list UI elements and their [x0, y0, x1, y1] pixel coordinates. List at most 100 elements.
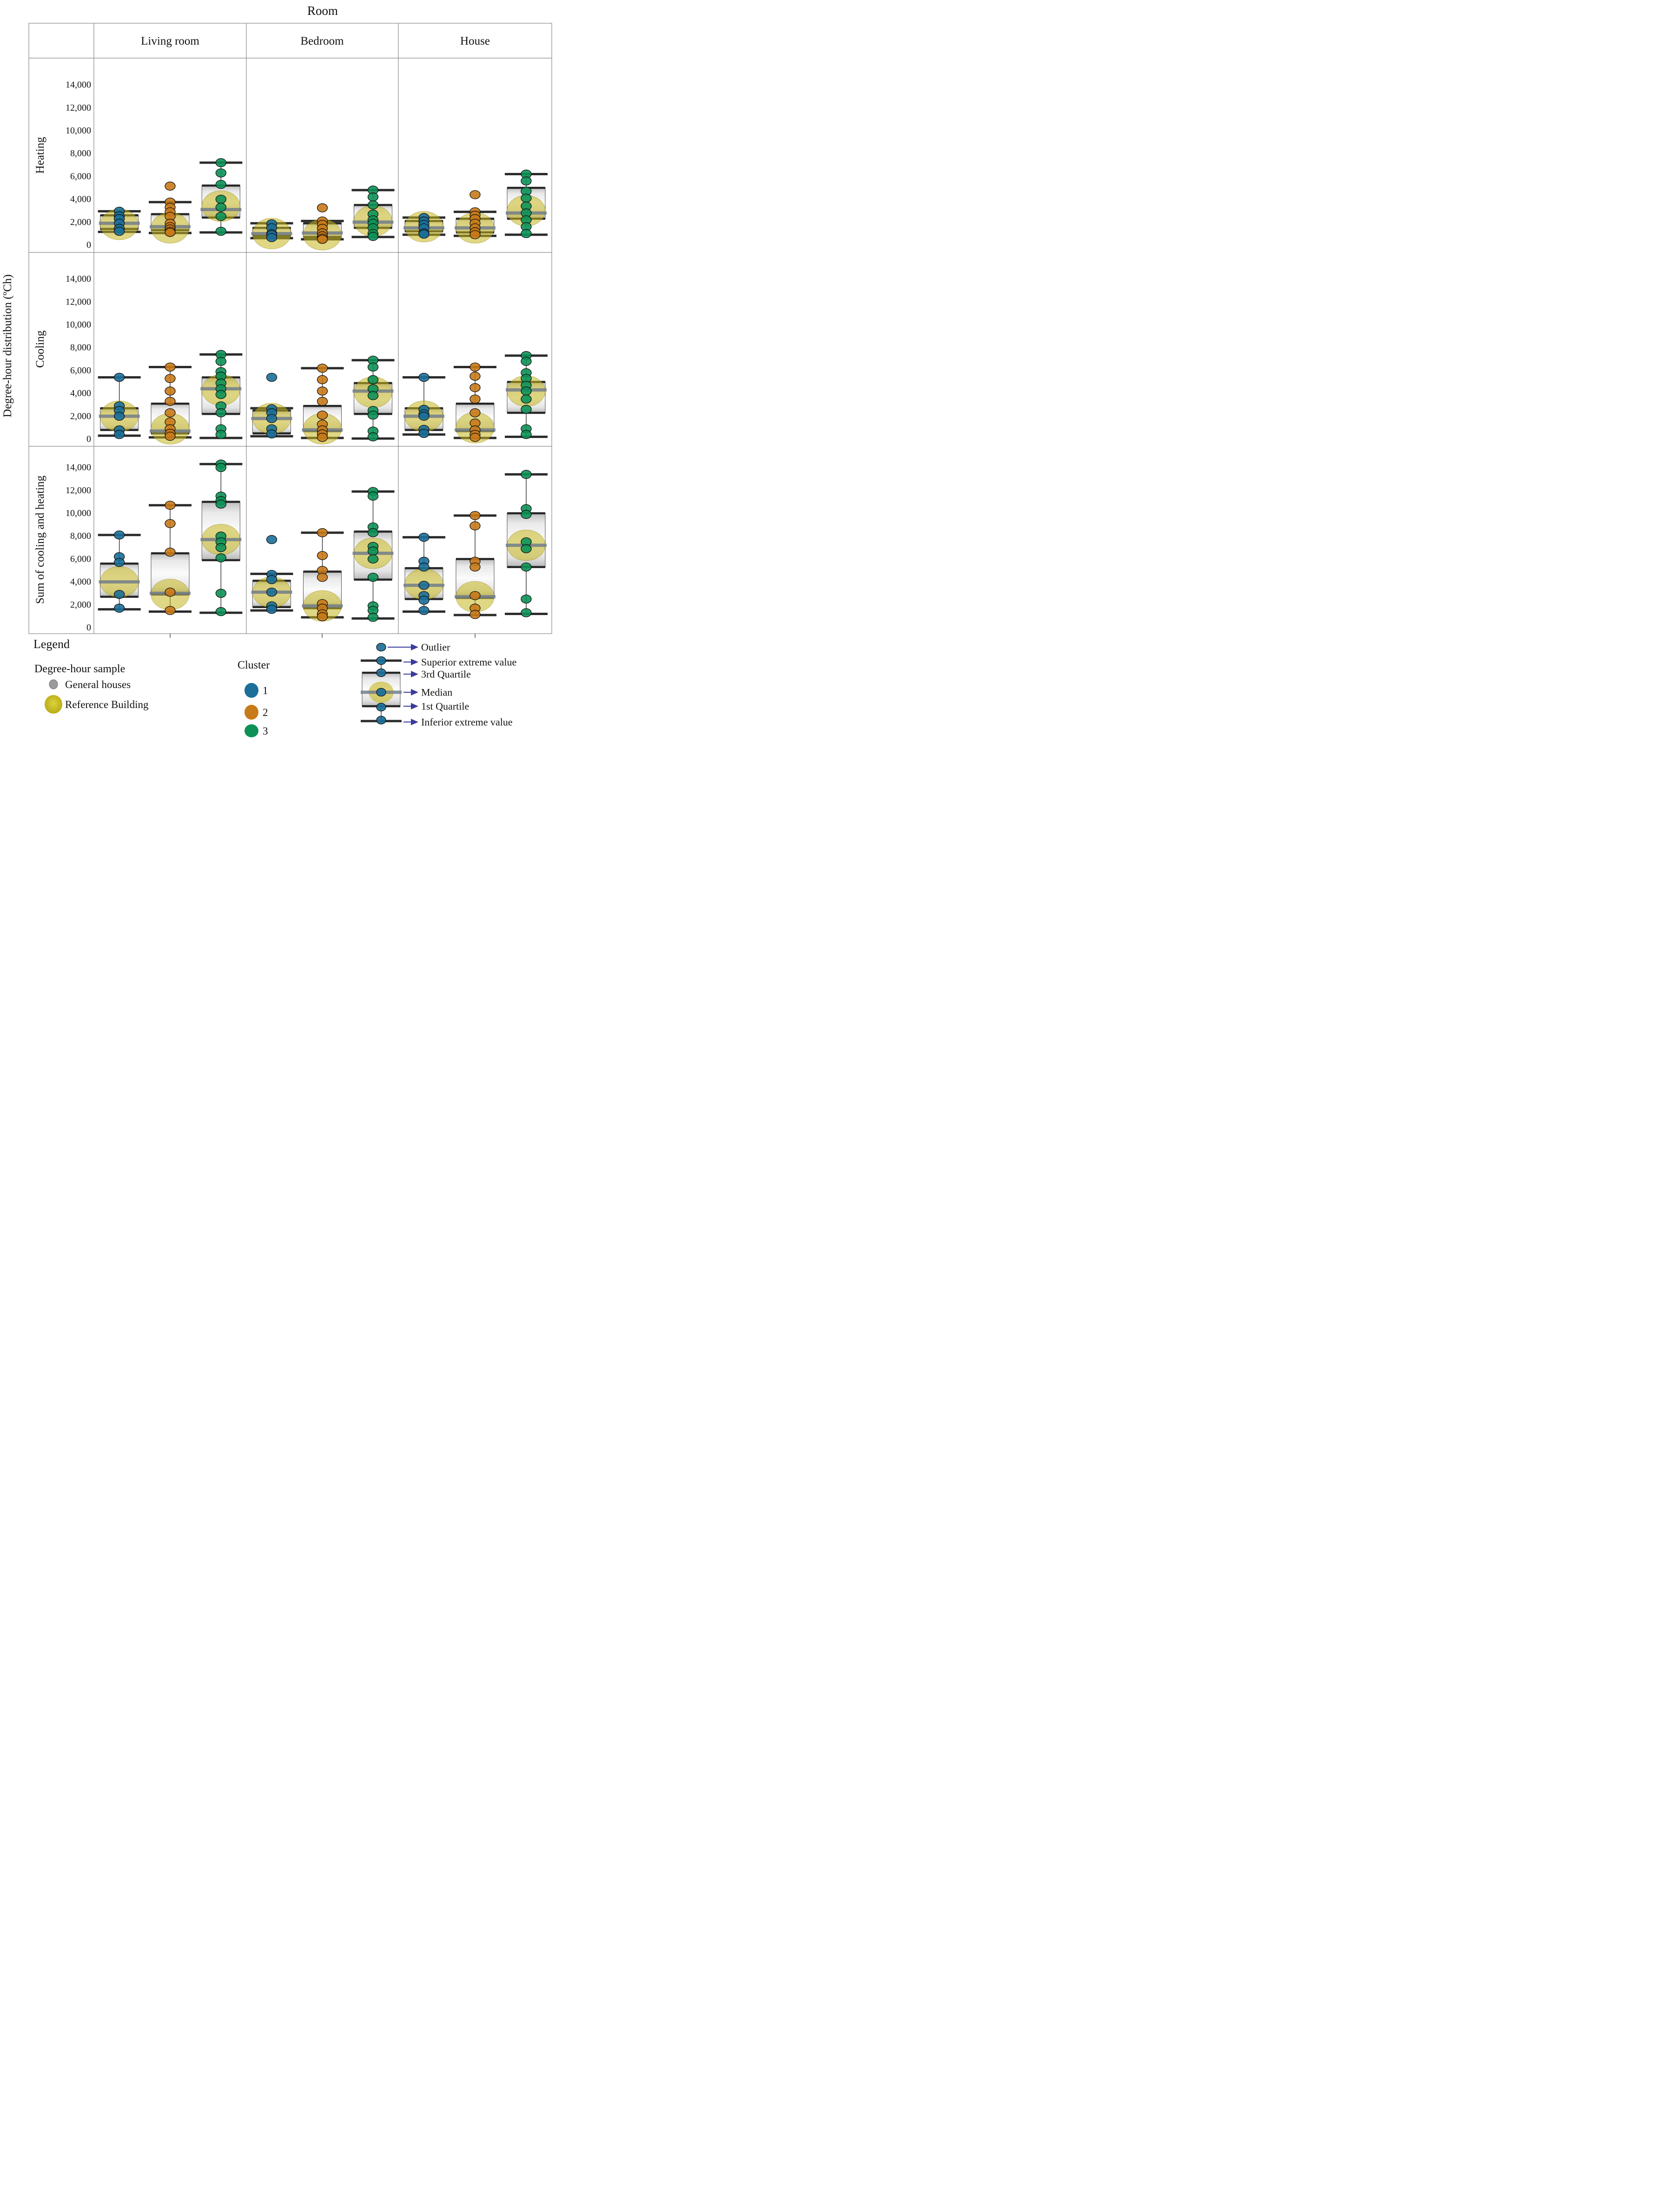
row-label-cooling: Cooling	[34, 330, 46, 368]
data-point	[469, 394, 481, 404]
data-point	[317, 528, 328, 537]
data-point	[469, 610, 481, 619]
data-point	[521, 594, 532, 604]
q3-bar	[303, 404, 342, 407]
data-point	[215, 463, 226, 472]
data-point	[367, 362, 379, 372]
data-point	[215, 194, 226, 204]
general-houses-label: General houses	[65, 679, 131, 690]
data-point	[469, 408, 481, 417]
boxplot-grid-figure: Room Living room Bedroom House Degree-ho…	[1, 4, 552, 737]
outlier-point	[317, 203, 328, 212]
y-tick-label: 0	[86, 434, 91, 444]
boxplot-Sum of cooling and heating-Bedroom-cluster3	[351, 487, 395, 622]
data-point	[418, 429, 430, 438]
cluster1-icon	[245, 683, 258, 698]
data-point	[215, 543, 226, 552]
y-tick-label: 10,000	[66, 508, 91, 518]
boxplot-Sum of cooling and heating-House-cluster3	[505, 470, 548, 617]
reference-building-label: Reference Building	[65, 699, 149, 710]
sample-point	[376, 656, 386, 665]
boxplot-Sum of cooling and heating-Living room-cluster2	[149, 501, 192, 615]
data-point	[367, 573, 379, 582]
data-point	[367, 491, 379, 501]
sample-outlier-point	[376, 642, 386, 652]
sample-point	[376, 688, 386, 697]
cluster3-icon	[245, 724, 258, 737]
column-header-house: House	[460, 35, 490, 47]
data-point	[114, 558, 125, 567]
column-header-living-room: Living room	[141, 35, 199, 47]
data-point	[165, 228, 176, 237]
cluster1-label: 1	[263, 685, 268, 696]
data-point	[367, 432, 379, 442]
data-point	[367, 528, 379, 537]
boxplot-Heating-Bedroom-cluster2	[301, 203, 344, 251]
cluster3-label: 3	[263, 725, 268, 737]
y-tick-labels: 0 2,000 4,000 6,000 8,000 10,000 12,000 14,000 0…	[66, 80, 91, 633]
data-point	[367, 375, 379, 384]
data-point	[521, 394, 532, 404]
data-point	[215, 226, 226, 236]
data-point	[266, 429, 278, 439]
data-point	[367, 411, 379, 420]
general-houses-icon	[49, 679, 58, 689]
boxplot-Heating-House-cluster1	[403, 211, 445, 243]
y-tick-label: 10,000	[66, 126, 91, 136]
data-point	[367, 232, 379, 241]
boxplot-Cooling-House-cluster3	[505, 351, 548, 439]
data-point	[469, 433, 481, 442]
data-point	[521, 357, 532, 366]
data-point	[215, 607, 226, 616]
data-point	[469, 230, 481, 239]
boxplot-Heating-House-cluster2	[454, 190, 496, 244]
outlier-point	[266, 373, 278, 382]
data-point	[266, 414, 278, 423]
data-point	[469, 371, 481, 381]
data-point	[215, 357, 226, 366]
y-tick-label: 12,000	[66, 297, 91, 307]
boxplot-Sum of cooling and heating-House-cluster2	[454, 511, 496, 619]
key-inferior-label: Inferior extreme value	[421, 716, 513, 728]
data-point	[165, 374, 176, 383]
y-tick-label: 14,000	[66, 80, 91, 90]
data-point	[165, 397, 176, 406]
data-point	[317, 375, 328, 384]
data-point	[215, 408, 226, 417]
data-point	[114, 590, 125, 599]
data-point	[266, 575, 278, 584]
data-point	[418, 533, 430, 542]
data-point	[317, 433, 328, 442]
q3-bar	[456, 403, 494, 405]
data-point	[165, 362, 176, 372]
data-point	[367, 546, 379, 556]
data-point	[165, 431, 176, 441]
outlier-point	[266, 535, 278, 544]
figure-root: Room Living room Bedroom House Degree-ho…	[0, 0, 557, 737]
data-point	[114, 430, 125, 439]
boxplot-Cooling-House-cluster2	[454, 362, 496, 444]
data-point	[165, 501, 176, 510]
boxplot-Sum of cooling and heating-Bedroom-cluster1	[250, 535, 293, 614]
data-point	[215, 179, 226, 189]
key-superior-label: Superior extreme value	[421, 656, 516, 668]
data-point	[469, 562, 481, 572]
data-point	[367, 200, 379, 210]
data-point	[418, 411, 430, 421]
boxplot-Sum of cooling and heating-Bedroom-cluster2	[301, 528, 344, 622]
boxplot-Heating-Bedroom-cluster1	[250, 218, 293, 249]
y-tick-label: 4,000	[70, 577, 91, 587]
data-point	[469, 521, 481, 530]
sample-point	[376, 702, 386, 712]
data-point	[266, 604, 278, 614]
data-point	[215, 589, 226, 598]
y-tick-label: 14,000	[66, 463, 91, 473]
data-point	[469, 383, 481, 392]
data-point	[418, 581, 430, 590]
outlier-point	[165, 181, 176, 191]
legend-heading: Legend	[33, 637, 70, 651]
y-tick-label: 8,000	[70, 148, 91, 159]
cluster-legend-title: Cluster	[238, 659, 270, 671]
key-q1-label: 1st Quartile	[421, 701, 469, 712]
boxplot-Cooling-Bedroom-cluster2	[301, 364, 344, 444]
